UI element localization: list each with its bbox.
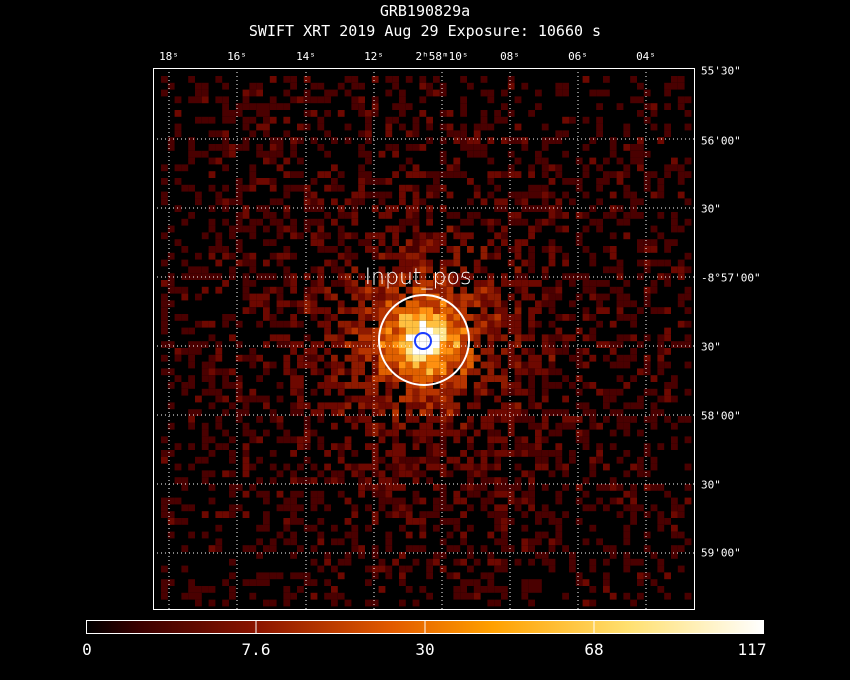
colorbar-tick-label: 68 <box>584 640 604 659</box>
image-border <box>153 68 695 610</box>
xray-image-frame[interactable]: Input_pos <box>153 68 695 610</box>
dec-tick-label: 56'00" <box>701 134 741 148</box>
ra-tick-label: 04ˢ <box>636 50 656 63</box>
ra-tick-label: 12ˢ <box>364 50 384 63</box>
dec-tick-label: 30" <box>701 478 721 492</box>
colorbar-tick-label: 0 <box>82 640 92 659</box>
dec-tick-label: 30" <box>701 340 721 354</box>
ra-tick-label: 14ˢ <box>296 50 316 63</box>
counts-pixel-map <box>161 76 692 607</box>
colorbar-tick-label: 7.6 <box>241 640 271 659</box>
dec-tick-label: 30" <box>701 202 721 216</box>
dec-tick-label: -8°57'00" <box>701 271 761 285</box>
dec-tick-label: 59'00" <box>701 546 741 560</box>
dec-tick-label: 55'30" <box>701 64 741 78</box>
position-marker-circle[interactable] <box>414 332 432 350</box>
source-region-circle[interactable] <box>378 294 470 386</box>
image-subtitle: SWIFT XRT 2019 Aug 29 Exposure: 10660 s <box>248 22 602 40</box>
source-region-label: Input_pos <box>365 265 472 290</box>
colorbar <box>86 620 764 634</box>
colorbar-tick-label: 30 <box>415 640 435 659</box>
ra-tick-label: 16ˢ <box>227 50 247 63</box>
image-title: GRB190829a <box>379 2 471 20</box>
ra-tick-label: 08ˢ <box>500 50 520 63</box>
ra-tick-label: 18ˢ <box>159 50 179 63</box>
ra-tick-label: 2ʰ58ᵐ10ˢ <box>415 50 469 63</box>
colorbar-tick-label: 117 <box>737 640 767 659</box>
ra-tick-label: 06ˢ <box>568 50 588 63</box>
dec-tick-label: 58'00" <box>701 409 741 423</box>
